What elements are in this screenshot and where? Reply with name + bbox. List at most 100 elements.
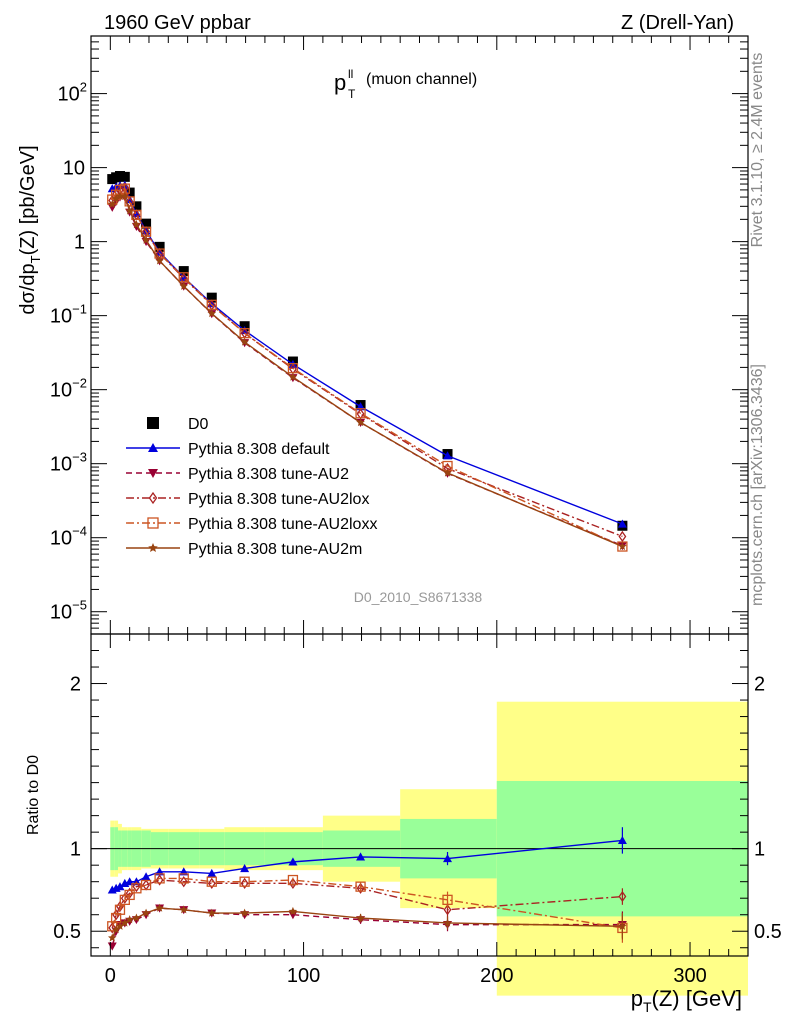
data-point bbox=[356, 408, 365, 420]
data-point bbox=[147, 517, 159, 529]
x-tick-label: 100 bbox=[287, 965, 320, 987]
data-point bbox=[443, 854, 453, 863]
ratio-y-tick-label-right: 2 bbox=[754, 674, 765, 696]
data-point bbox=[148, 443, 158, 452]
data-point bbox=[115, 921, 125, 930]
data-point bbox=[141, 908, 151, 917]
ratio-y-tick-label-left: 2 bbox=[70, 674, 81, 696]
data-point bbox=[107, 199, 117, 208]
data-point bbox=[179, 876, 188, 888]
series-3 bbox=[108, 182, 627, 543]
main-y-label-b: (Z) [pb/GeV] bbox=[17, 145, 39, 255]
ratio-y-tick-label-right: 1 bbox=[754, 839, 765, 861]
legend-label: Pythia 8.308 tune-AU2lox bbox=[188, 491, 369, 508]
data-point bbox=[125, 206, 134, 215]
data-point bbox=[120, 191, 130, 200]
data-point bbox=[179, 905, 189, 914]
main-y-label-a: dσ/dp bbox=[17, 263, 39, 314]
data-point bbox=[140, 879, 152, 891]
data-point bbox=[355, 881, 366, 892]
y-tick-label: 10−2 bbox=[50, 376, 87, 402]
data-point bbox=[132, 881, 141, 893]
side-text-bottom: mcplots.cern.ch [arXiv:1306.3436] bbox=[749, 364, 766, 606]
data-point bbox=[207, 877, 216, 889]
data-point bbox=[207, 308, 217, 318]
data-point bbox=[120, 918, 130, 927]
data-point bbox=[141, 872, 151, 881]
data-point bbox=[141, 218, 152, 229]
data-point bbox=[288, 372, 298, 381]
data-point bbox=[132, 913, 141, 922]
data-point bbox=[131, 222, 141, 232]
data-point bbox=[119, 171, 130, 182]
x-axis-label: pT(Z) [GeV] bbox=[631, 986, 742, 1015]
data-point bbox=[240, 863, 250, 873]
x-tick-label: 0 bbox=[105, 965, 116, 987]
data-point bbox=[443, 451, 453, 460]
legend-label: Pythia 8.308 default bbox=[188, 441, 330, 458]
x-axis-label-a: p bbox=[631, 986, 643, 1011]
data-point bbox=[618, 530, 627, 543]
data-point bbox=[115, 191, 125, 200]
data-point bbox=[618, 542, 627, 551]
series-line bbox=[111, 879, 623, 929]
data-point bbox=[288, 906, 298, 916]
data-point bbox=[111, 194, 121, 203]
series-3 bbox=[107, 873, 628, 943]
data-point bbox=[442, 894, 453, 906]
data-point bbox=[443, 468, 452, 477]
data-point bbox=[443, 918, 452, 927]
series-line bbox=[111, 187, 623, 548]
y-tick-label: 10−3 bbox=[50, 450, 87, 476]
y-tick-label: 102 bbox=[58, 80, 87, 106]
legend-label: Pythia 8.308 tune-AU2 bbox=[188, 466, 349, 483]
data-point bbox=[155, 256, 164, 265]
y-tick-label: 10 bbox=[63, 158, 85, 180]
plot-title: p ll T (muon channel) bbox=[334, 67, 477, 101]
data-point bbox=[132, 220, 141, 229]
data-point bbox=[114, 904, 126, 915]
x-tick-label: 300 bbox=[673, 965, 706, 987]
data-point bbox=[141, 235, 151, 244]
x-axis-label-b: (Z) [GeV] bbox=[652, 986, 742, 1011]
ratio-y-tick-label-left: 1 bbox=[70, 839, 81, 861]
data-point bbox=[240, 337, 249, 346]
data-point bbox=[356, 852, 366, 861]
ratio-series-layer bbox=[107, 827, 628, 951]
y-tick-label: 10−1 bbox=[50, 302, 87, 328]
data-point bbox=[147, 417, 159, 429]
legend-label: D0 bbox=[188, 416, 209, 433]
data-point bbox=[124, 889, 135, 901]
data-point bbox=[108, 922, 117, 934]
legend-item: Pythia 8.308 tune-AU2loxx bbox=[126, 516, 377, 533]
data-point bbox=[617, 835, 627, 845]
legend-item: Pythia 8.308 tune-AU2 bbox=[126, 466, 349, 483]
data-point bbox=[443, 904, 452, 916]
svg-text:dσ/dpT(Z) [pb/GeV]: dσ/dpT(Z) [pb/GeV] bbox=[17, 145, 43, 314]
data-point bbox=[125, 915, 134, 924]
y-tick-label: 10−5 bbox=[50, 598, 87, 624]
legend-item: D0 bbox=[147, 416, 209, 433]
data-point bbox=[115, 882, 125, 891]
header-right: Z (Drell-Yan) bbox=[621, 12, 734, 34]
data-point bbox=[131, 883, 142, 894]
x-axis-label-sub: T bbox=[643, 999, 652, 1015]
side-text-top: Rivet 3.1.10, ≥ 2.4M events bbox=[749, 53, 766, 248]
data-point bbox=[206, 292, 217, 303]
y-tick-label: 1 bbox=[74, 232, 85, 254]
plot-title-main: p bbox=[334, 70, 346, 95]
y-tick-label: 10−4 bbox=[50, 524, 87, 550]
data-point bbox=[178, 873, 189, 884]
main-series-layer bbox=[107, 171, 628, 552]
data-point bbox=[155, 903, 164, 912]
data-point bbox=[239, 876, 250, 887]
data-point bbox=[207, 908, 217, 917]
plot-title-sup: ll bbox=[348, 67, 353, 81]
axes-layer: 0 100 200 300 10−5 10−4 10−3 10−2 10−1 1 10 102 0.5 0… bbox=[50, 35, 782, 987]
legend-item: Pythia 8.308 default bbox=[126, 441, 330, 458]
data-point bbox=[288, 857, 298, 866]
data-point bbox=[288, 911, 298, 920]
x-tick-label: 200 bbox=[480, 965, 513, 987]
series-0 bbox=[107, 171, 628, 531]
